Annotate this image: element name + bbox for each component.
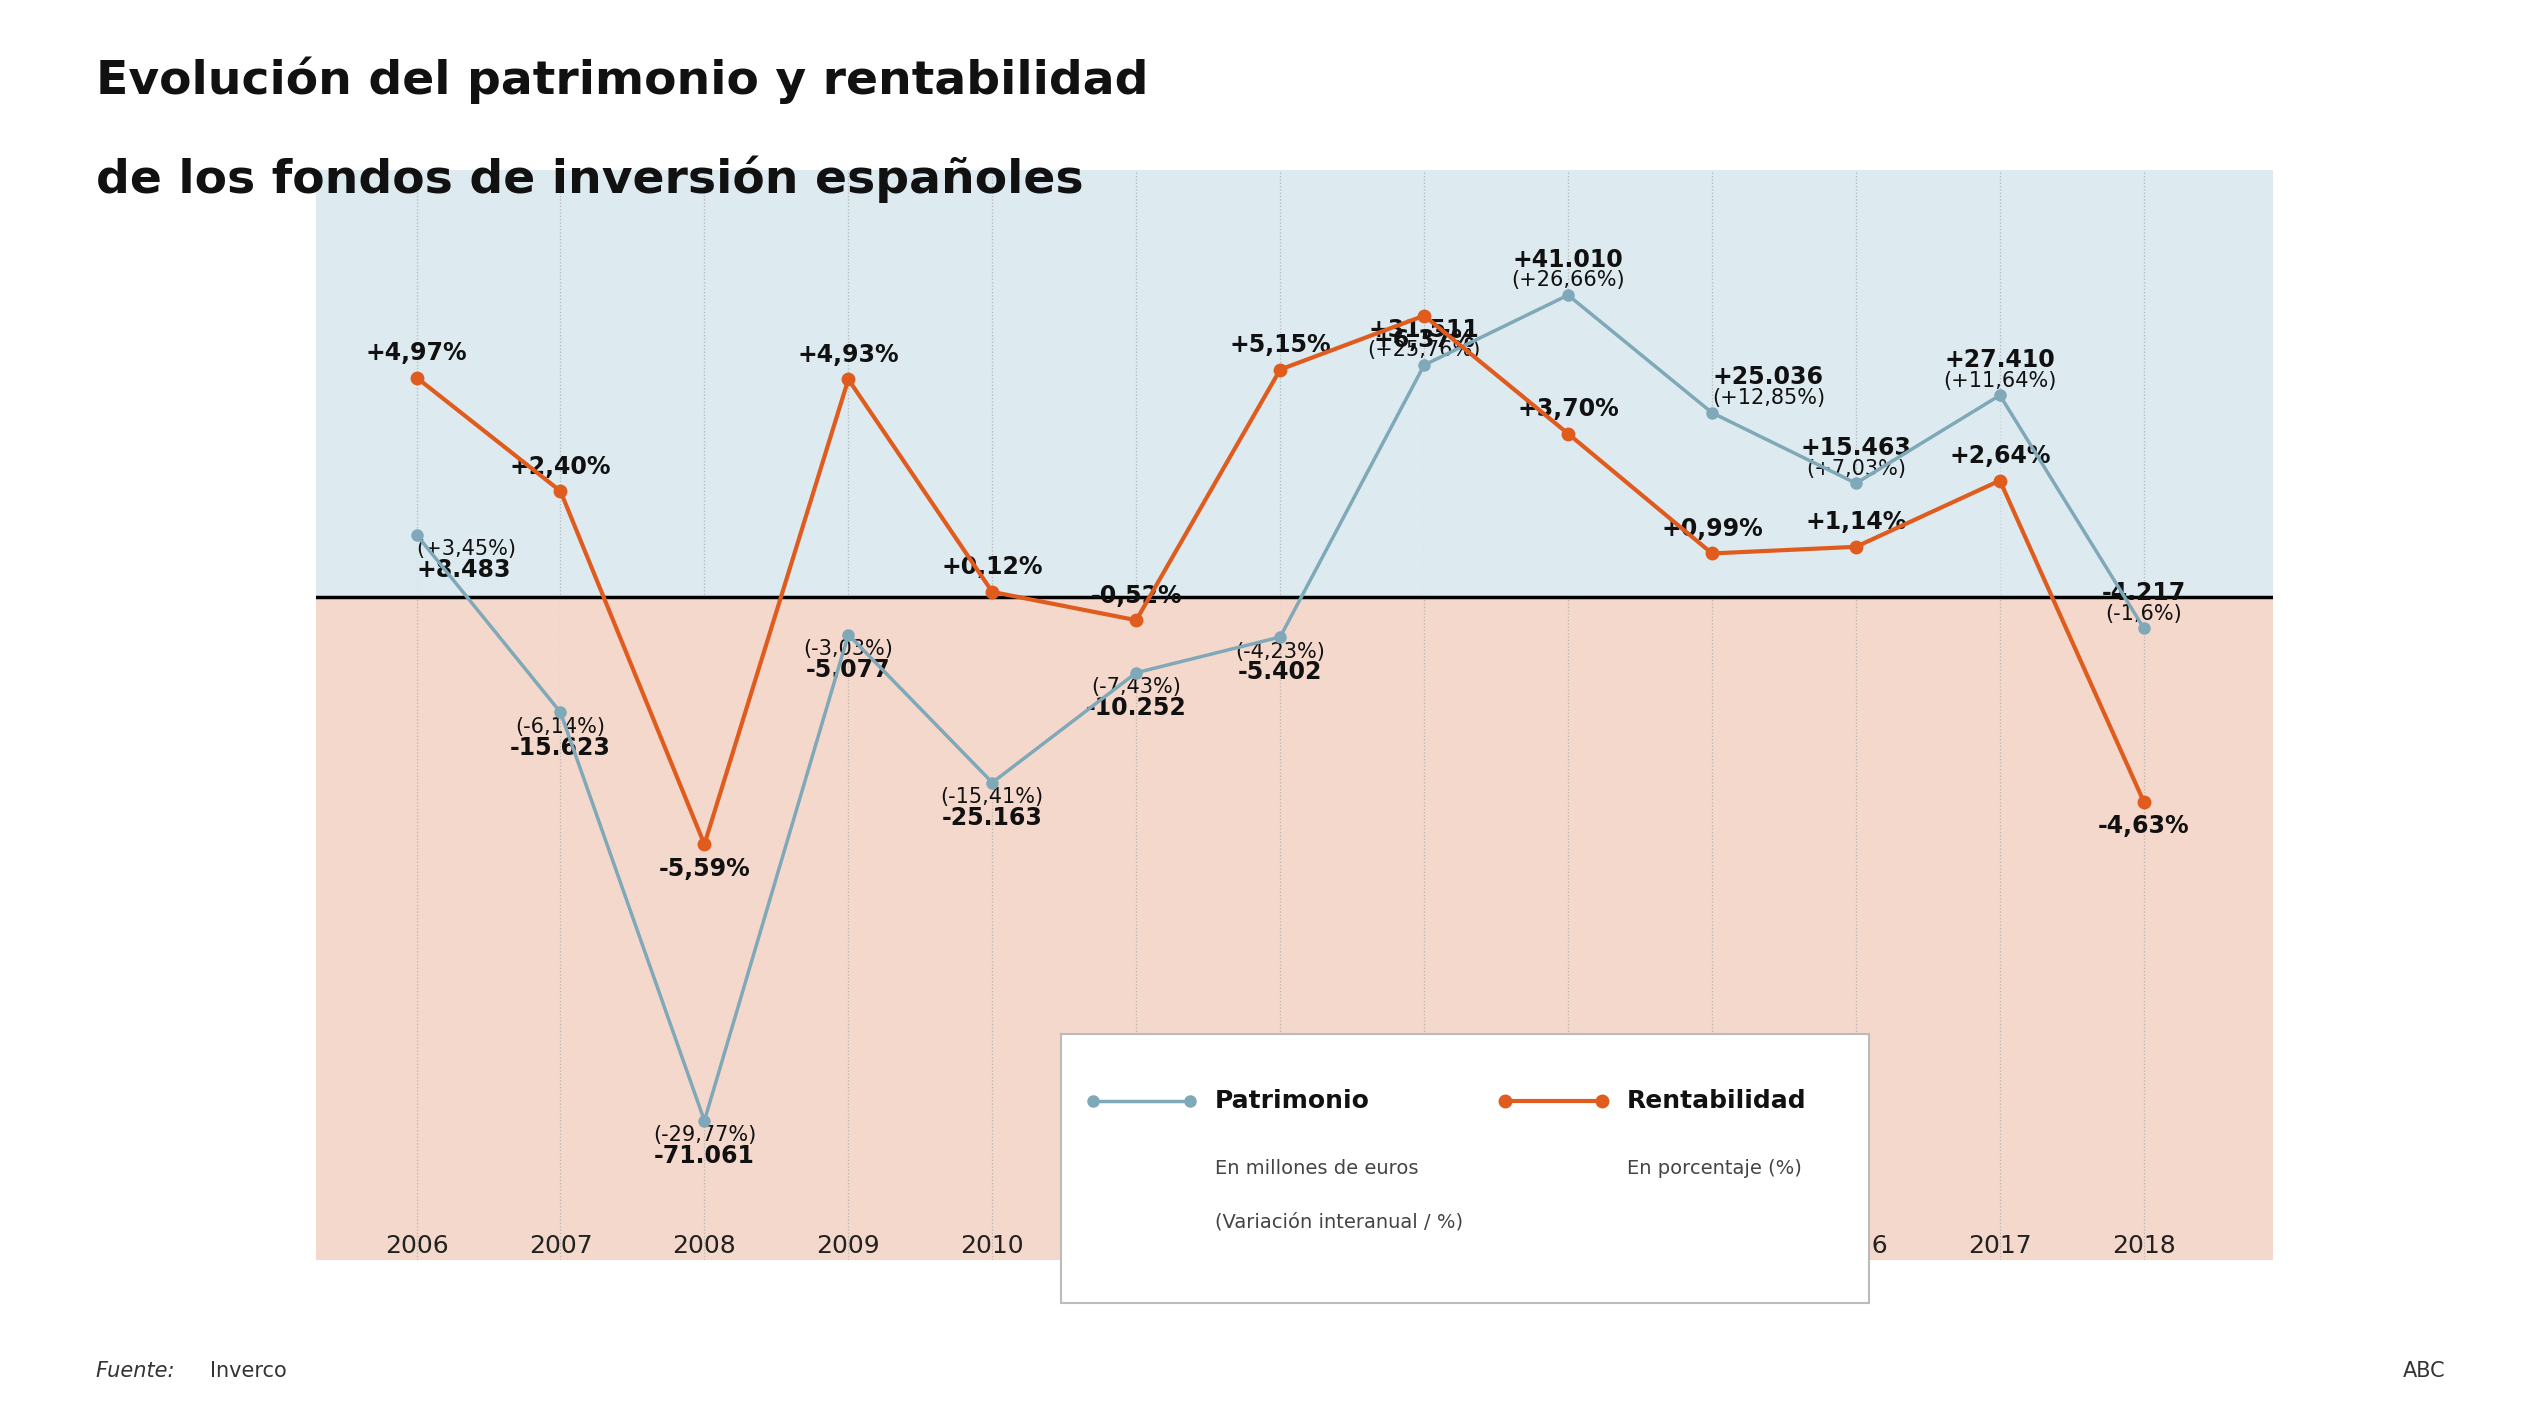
Text: (-7,43%): (-7,43%) bbox=[1091, 677, 1182, 698]
Text: +0,12%: +0,12% bbox=[942, 555, 1043, 579]
Text: -0,52%: -0,52% bbox=[1091, 583, 1182, 607]
Text: Inverco: Inverco bbox=[210, 1361, 285, 1381]
Text: 2017: 2017 bbox=[1968, 1235, 2031, 1259]
Text: +1,14%: +1,14% bbox=[1806, 510, 1907, 534]
Text: (-4,23%): (-4,23%) bbox=[1235, 641, 1326, 661]
Text: 2006: 2006 bbox=[384, 1235, 450, 1259]
Text: +2,40%: +2,40% bbox=[510, 455, 611, 479]
Text: 2007: 2007 bbox=[528, 1235, 591, 1259]
Text: 2015: 2015 bbox=[1680, 1235, 1743, 1259]
Text: -5,59%: -5,59% bbox=[659, 857, 750, 881]
Text: (+3,45%): (+3,45%) bbox=[417, 539, 515, 559]
Text: +41.010: +41.010 bbox=[1513, 248, 1624, 272]
Text: +31.511: +31.511 bbox=[1369, 317, 1480, 341]
Text: +15.463: +15.463 bbox=[1801, 436, 1912, 460]
Text: 2016: 2016 bbox=[1824, 1235, 1887, 1259]
Text: (-15,41%): (-15,41%) bbox=[940, 787, 1043, 807]
Text: +8.483: +8.483 bbox=[417, 558, 510, 582]
Text: (+12,85%): (+12,85%) bbox=[1713, 388, 1826, 408]
Bar bbox=[316, 598, 2273, 1260]
Text: +2,64%: +2,64% bbox=[1950, 445, 2051, 469]
Text: -4.217: -4.217 bbox=[2102, 581, 2185, 605]
Text: (-3,03%): (-3,03%) bbox=[803, 640, 894, 660]
Text: +6,37%: +6,37% bbox=[1374, 329, 1475, 353]
Text: +4,97%: +4,97% bbox=[366, 341, 467, 365]
Text: Rentabilidad: Rentabilidad bbox=[1627, 1089, 1806, 1113]
Text: (+11,64%): (+11,64%) bbox=[1942, 371, 2056, 391]
Text: -25.163: -25.163 bbox=[942, 806, 1043, 830]
Text: -15.623: -15.623 bbox=[510, 736, 611, 759]
Text: +27.410: +27.410 bbox=[1945, 348, 2056, 372]
Text: +3,70%: +3,70% bbox=[1518, 396, 1619, 421]
Text: Patrimonio: Patrimonio bbox=[1215, 1089, 1369, 1113]
Text: (+7,03%): (+7,03%) bbox=[1806, 459, 1907, 479]
Text: -71.061: -71.061 bbox=[654, 1144, 755, 1168]
Text: +4,93%: +4,93% bbox=[798, 343, 899, 367]
Text: -10.252: -10.252 bbox=[1086, 697, 1187, 721]
Text: 2013: 2013 bbox=[1392, 1235, 1455, 1259]
Text: +25.036: +25.036 bbox=[1713, 365, 1824, 389]
Text: de los fondos de inversión españoles: de los fondos de inversión españoles bbox=[96, 156, 1084, 204]
Text: (Variación interanual / %): (Variación interanual / %) bbox=[1215, 1212, 1463, 1232]
Text: (-29,77%): (-29,77%) bbox=[652, 1126, 755, 1146]
Text: +0,99%: +0,99% bbox=[1662, 517, 1763, 541]
Text: (+25,76%): (+25,76%) bbox=[1367, 340, 1480, 360]
Text: (-1,6%): (-1,6%) bbox=[2107, 603, 2182, 623]
Text: -4,63%: -4,63% bbox=[2099, 814, 2190, 838]
Text: 2008: 2008 bbox=[672, 1235, 735, 1259]
Text: 2010: 2010 bbox=[960, 1235, 1023, 1259]
Text: 2014: 2014 bbox=[1536, 1235, 1599, 1259]
Text: -5.402: -5.402 bbox=[1238, 660, 1324, 684]
Text: En millones de euros: En millones de euros bbox=[1215, 1158, 1417, 1178]
Text: +5,15%: +5,15% bbox=[1230, 333, 1331, 357]
Text: Evolución del patrimonio y rentabilidad: Evolución del patrimonio y rentabilidad bbox=[96, 57, 1149, 105]
Text: 2012: 2012 bbox=[1248, 1235, 1311, 1259]
Bar bbox=[316, 170, 2273, 598]
Text: (+26,66%): (+26,66%) bbox=[1511, 270, 1624, 290]
Text: (-6,14%): (-6,14%) bbox=[515, 716, 606, 738]
Text: 2011: 2011 bbox=[1104, 1235, 1167, 1259]
Text: 2018: 2018 bbox=[2112, 1235, 2175, 1259]
Text: -5.077: -5.077 bbox=[806, 658, 892, 683]
Text: 2009: 2009 bbox=[816, 1235, 879, 1259]
Text: Fuente:: Fuente: bbox=[96, 1361, 182, 1381]
Text: ABC: ABC bbox=[2402, 1361, 2445, 1381]
Text: En porcentaje (%): En porcentaje (%) bbox=[1627, 1158, 1801, 1178]
